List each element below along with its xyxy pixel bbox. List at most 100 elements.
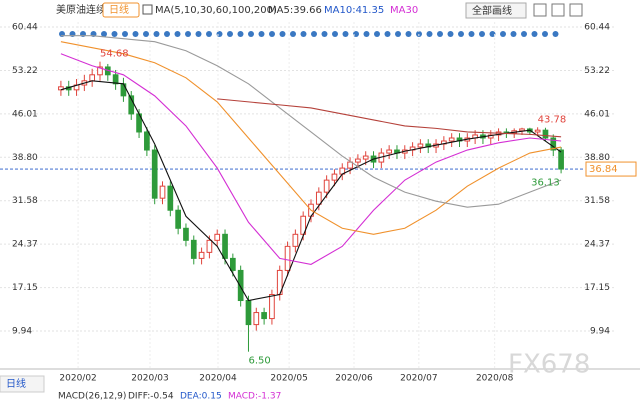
event-dot	[489, 31, 496, 37]
event-dot	[143, 31, 149, 37]
candle-body	[315, 191, 322, 205]
event-dot	[153, 31, 160, 37]
candle-body	[175, 209, 181, 229]
y-tick-label-left: 46.01	[12, 109, 38, 119]
event-dot	[521, 31, 527, 37]
candle-body	[237, 269, 244, 302]
y-tick-label-left: 53.22	[12, 66, 38, 76]
price-annotation: 36.13	[531, 177, 560, 188]
y-tick-label-right: 31.58	[584, 196, 610, 206]
event-dot	[248, 31, 254, 37]
event-dot	[279, 31, 286, 37]
candle-body	[534, 129, 541, 133]
candle-body	[323, 179, 330, 193]
event-dot	[269, 31, 275, 37]
period-button[interactable]	[102, 2, 140, 18]
y-tick-label-left: 60.44	[12, 22, 38, 32]
event-dot	[342, 31, 349, 37]
candle-body	[230, 257, 236, 271]
period-label[interactable]: 日线	[109, 3, 129, 16]
ma-icon[interactable]	[142, 4, 153, 15]
y-tick-label-left: 24.37	[12, 240, 38, 250]
x-tick-label: 2020/06	[335, 374, 373, 384]
candle-body	[144, 131, 150, 151]
candle-body	[284, 245, 291, 271]
candle-body	[112, 74, 119, 85]
draw-all-label[interactable]: 全部画线	[472, 4, 512, 17]
event-dot	[479, 31, 485, 37]
candle-body	[300, 215, 307, 235]
event-dot	[101, 31, 107, 37]
last-price-box	[585, 161, 637, 177]
footer-period[interactable]: 日线	[6, 377, 26, 390]
event-dot	[237, 31, 244, 37]
candle-body	[214, 233, 221, 241]
moving-average-line	[60, 35, 562, 208]
candle-body	[355, 158, 361, 163]
candle-body	[347, 161, 353, 169]
candle-body	[183, 227, 189, 241]
candle-body	[128, 95, 135, 115]
candle-body	[198, 251, 205, 259]
price-annotation: 6.50	[248, 356, 270, 367]
candle-body	[245, 300, 252, 326]
footer-period-button[interactable]	[0, 375, 45, 393]
event-dot	[447, 31, 454, 37]
ma-set: MA(5,10,30,60,100,200)	[155, 5, 277, 16]
macd-diff: DIFF:-0.54	[128, 392, 174, 400]
watermark: FX678	[508, 350, 590, 380]
y-tick-label-left: 17.15	[12, 283, 38, 293]
candle-body	[417, 143, 424, 148]
candle-body	[97, 66, 103, 76]
event-dot	[384, 31, 391, 37]
event-dot	[542, 31, 548, 37]
y-tick-label-left: 9.94	[12, 326, 32, 336]
y-tick-label-right: 46.01	[584, 109, 610, 119]
macd-set: MACD(26,12,9)	[58, 392, 126, 400]
tool-icon[interactable]	[569, 3, 583, 17]
macd-value: MACD:-1.37	[228, 392, 281, 400]
event-dot	[185, 31, 191, 37]
y-tick-label-right: 24.37	[584, 240, 610, 250]
tool-icon[interactable]	[551, 3, 565, 17]
moving-average-line	[60, 53, 562, 265]
candle-body	[550, 137, 557, 151]
event-dot	[510, 31, 517, 37]
event-dot	[321, 31, 328, 37]
event-dot	[122, 31, 128, 37]
candle-body	[89, 74, 96, 82]
event-dot	[405, 31, 412, 37]
symbol: 美原油连续	[56, 3, 106, 16]
y-tick-label-left: 38.80	[12, 153, 38, 163]
event-dot	[531, 31, 538, 37]
event-dot	[300, 31, 307, 37]
event-dot	[353, 31, 359, 37]
event-dot	[374, 31, 380, 37]
y-tick-label-right: 60.44	[584, 22, 610, 32]
event-dot	[174, 31, 181, 37]
candle-body	[120, 83, 127, 97]
x-tick-label: 2020/05	[270, 374, 307, 384]
candle-body	[558, 149, 564, 170]
candle-body	[386, 149, 392, 154]
tool-icon[interactable]	[533, 3, 547, 17]
event-dot	[132, 31, 139, 37]
candle-body	[362, 155, 369, 160]
x-tick-label: 2020/02	[59, 374, 96, 384]
moving-average-line	[217, 98, 562, 138]
last-price-label: 36.84	[589, 164, 618, 175]
y-tick-label-right: 38.80	[584, 153, 610, 163]
y-tick-label-right: 53.22	[584, 66, 610, 76]
event-dot	[332, 31, 338, 37]
candle-body	[190, 239, 197, 259]
event-dot	[216, 31, 223, 37]
event-dot	[206, 31, 212, 37]
macd-dea: DEA:0.15	[180, 392, 222, 400]
draw-all-button[interactable]	[465, 2, 527, 19]
candle-body	[167, 185, 174, 211]
x-tick-label: 2020/07	[400, 374, 437, 384]
candle-body	[253, 312, 260, 326]
event-dot	[258, 31, 265, 37]
y-tick-label-left: 31.58	[12, 196, 38, 206]
